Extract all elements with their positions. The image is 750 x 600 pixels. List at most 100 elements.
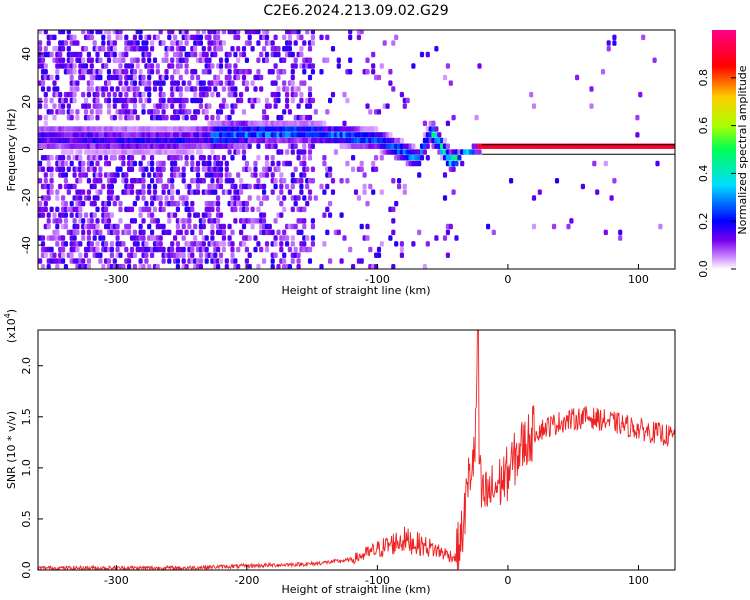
heatmap-cell bbox=[118, 206, 123, 213]
heatmap-cell bbox=[445, 120, 450, 127]
heatmap-cell bbox=[89, 34, 94, 41]
heatmap-cell bbox=[552, 223, 557, 230]
heatmap-cell bbox=[365, 57, 370, 63]
heatmap-cell bbox=[296, 195, 301, 201]
heatmap-cell bbox=[115, 86, 120, 92]
heatmap-cell bbox=[161, 97, 166, 104]
heatmap-cell bbox=[282, 178, 287, 184]
heatmap-cell bbox=[267, 166, 272, 172]
colorbar-tick-label: 0.2 bbox=[697, 212, 710, 230]
heatmap-cell bbox=[161, 166, 166, 172]
heatmap-cell bbox=[195, 166, 201, 172]
heatmap-cell bbox=[442, 195, 448, 201]
heatmap-cell bbox=[218, 252, 224, 258]
heatmap-cell bbox=[606, 40, 611, 46]
heatmap-cell bbox=[178, 51, 183, 58]
heatmap-cell bbox=[382, 40, 387, 46]
heatmap-cell bbox=[86, 178, 91, 184]
heatmap-cell bbox=[158, 241, 163, 247]
heatmap-cell bbox=[95, 91, 100, 98]
heatmap-cell bbox=[46, 223, 51, 230]
heatmap-cell bbox=[195, 74, 201, 81]
heatmap-cell bbox=[132, 160, 137, 167]
heatmap-cell bbox=[89, 30, 94, 35]
heatmap-cell bbox=[118, 80, 123, 86]
heatmap-cell bbox=[379, 241, 384, 247]
heatmap-cell bbox=[112, 46, 117, 52]
heatmap-cell bbox=[175, 223, 180, 230]
heatmap-cell bbox=[417, 229, 422, 236]
heatmap-cell bbox=[58, 218, 63, 224]
bottom-y-tick-label: 0.0 bbox=[20, 561, 33, 579]
heatmap-cell bbox=[63, 264, 68, 269]
heatmap-cell bbox=[152, 183, 158, 190]
heatmap-cell bbox=[638, 91, 643, 98]
heatmap-cell bbox=[198, 149, 203, 155]
heatmap-cell bbox=[198, 264, 203, 269]
heatmap-cell bbox=[190, 155, 195, 161]
heatmap-cell bbox=[285, 241, 290, 247]
heatmap-cell bbox=[95, 246, 100, 253]
heatmap-cell bbox=[147, 80, 152, 86]
heatmap-cell bbox=[270, 229, 275, 236]
heatmap-cell bbox=[330, 46, 336, 52]
heatmap-cell bbox=[155, 63, 160, 69]
heatmap-cell bbox=[132, 97, 137, 104]
heatmap-cell bbox=[256, 155, 261, 161]
heatmap-cell bbox=[66, 46, 71, 52]
heatmap-cell bbox=[362, 183, 367, 190]
heatmap-cell bbox=[106, 69, 112, 75]
heatmap-cell bbox=[293, 246, 298, 253]
heatmap-cell bbox=[270, 258, 275, 264]
heatmap-cell bbox=[46, 212, 51, 218]
heatmap-cell bbox=[328, 258, 333, 264]
heatmap-cell bbox=[201, 223, 206, 230]
heatmap-cell bbox=[129, 166, 135, 172]
heatmap-cell bbox=[129, 183, 135, 190]
heatmap-cell bbox=[293, 143, 298, 149]
heatmap-cell bbox=[61, 195, 66, 201]
heatmap-cell bbox=[282, 195, 287, 201]
bottom-y-tick-label: 0.5 bbox=[20, 510, 33, 528]
heatmap-cell bbox=[61, 246, 66, 253]
heatmap-cell bbox=[78, 178, 83, 184]
heatmap-cell bbox=[138, 223, 143, 230]
heatmap-cell bbox=[618, 235, 623, 241]
heatmap-cell bbox=[270, 189, 275, 195]
heatmap-cell bbox=[109, 212, 114, 218]
bottom-x-tick-label: 0 bbox=[504, 574, 511, 587]
heatmap-cell bbox=[66, 166, 71, 172]
top-y-tick-label: 40 bbox=[20, 47, 33, 61]
heatmap-cell bbox=[339, 258, 344, 264]
heatmap-cell bbox=[474, 114, 479, 121]
heatmap-cell bbox=[391, 229, 396, 236]
heatmap-cell bbox=[652, 57, 657, 63]
heatmap-cell bbox=[170, 178, 175, 184]
heatmap-cell bbox=[75, 86, 80, 92]
heatmap-cell bbox=[141, 155, 146, 161]
heatmap-cell bbox=[138, 212, 143, 218]
heatmap-cell bbox=[46, 218, 51, 224]
heatmap-cell bbox=[603, 160, 608, 167]
heatmap-cell bbox=[75, 114, 80, 121]
heatmap-cell bbox=[218, 166, 224, 172]
heatmap-cell bbox=[279, 189, 284, 195]
heatmap-cell bbox=[299, 178, 304, 184]
heatmap-cell bbox=[486, 223, 491, 230]
heatmap-cell bbox=[89, 114, 94, 121]
heatmap-cell bbox=[72, 183, 77, 190]
heatmap-cell bbox=[250, 80, 255, 86]
heatmap-cell bbox=[388, 69, 393, 75]
heatmap-cell bbox=[178, 155, 183, 161]
heatmap-cell bbox=[371, 51, 376, 58]
heatmap-cell bbox=[282, 229, 287, 236]
heatmap-cell bbox=[63, 212, 68, 218]
heatmap-cell bbox=[287, 34, 292, 41]
heatmap-cell bbox=[135, 57, 140, 63]
heatmap-cell bbox=[328, 166, 333, 172]
colorbar-tick-label: 0.6 bbox=[697, 117, 710, 135]
heatmap-cell bbox=[178, 86, 183, 92]
heatmap-cell bbox=[161, 206, 166, 213]
heatmap-cell bbox=[310, 34, 315, 41]
heatmap-cell bbox=[38, 114, 43, 121]
